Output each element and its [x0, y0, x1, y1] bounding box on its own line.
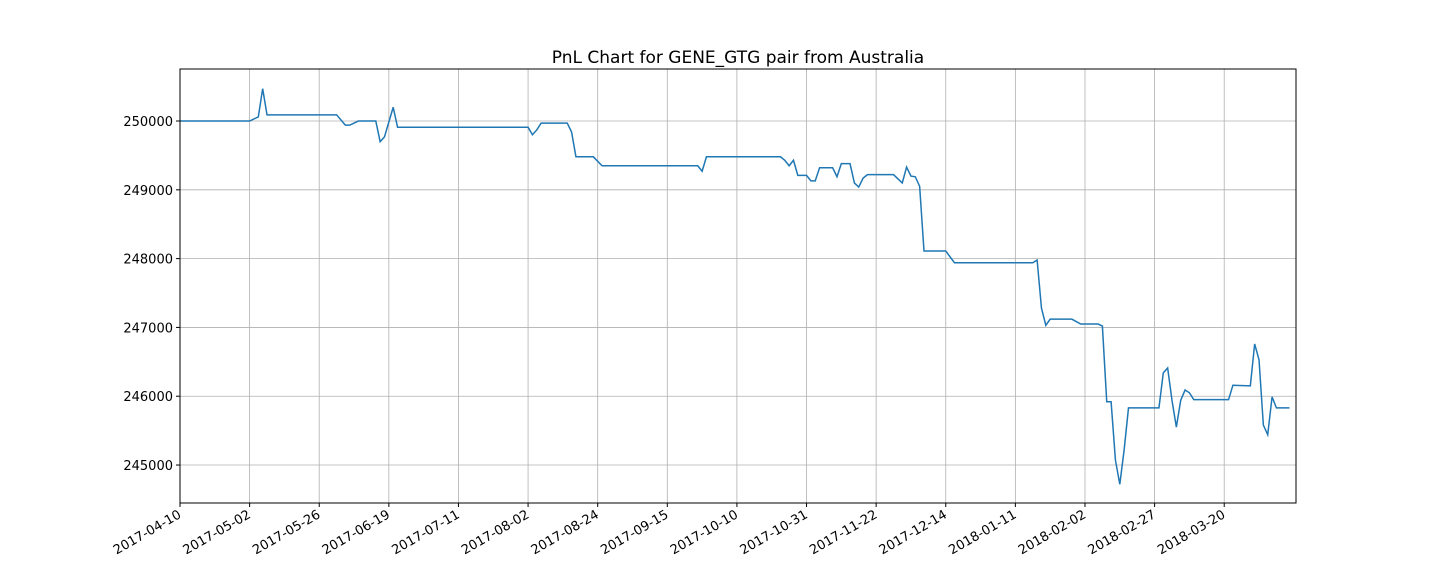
plot-frame: [179, 68, 1297, 504]
x-tick-label: 2018-03-20: [1155, 507, 1228, 558]
x-tick-label: 2017-05-26: [250, 507, 323, 558]
x-tick-label: 2017-05-02: [181, 507, 254, 558]
y-tick-label: 247000: [123, 321, 173, 336]
x-tick-label: 2017-12-14: [877, 507, 950, 558]
x-tick-label: 2017-09-15: [598, 507, 671, 558]
y-tick-label: 246000: [123, 390, 173, 405]
y-tick-label: 248000: [123, 253, 173, 268]
x-tick-label: 2017-08-24: [529, 507, 602, 558]
x-tick-label: 2017-10-10: [668, 507, 741, 558]
x-tick-label: 2018-02-27: [1086, 507, 1159, 558]
x-tick-label: 2017-10-31: [738, 507, 811, 558]
x-tick-label: 2018-01-11: [946, 507, 1019, 558]
x-tick-label: 2017-04-10: [111, 507, 184, 558]
y-tick-label: 250000: [123, 115, 173, 130]
x-tick-label: 2018-02-02: [1016, 507, 1089, 558]
x-tick-label: 2017-06-19: [320, 507, 393, 558]
y-tick-label: 249000: [123, 184, 173, 199]
x-tick-label: 2017-08-02: [459, 507, 532, 558]
chart-title: PnL Chart for GENE_GTG pair from Austral…: [552, 48, 924, 68]
x-tick-label: 2017-11-22: [807, 507, 880, 558]
y-tick-label: 245000: [123, 459, 173, 474]
x-tick-label: 2017-07-11: [390, 507, 463, 558]
data-line: [180, 88, 1290, 485]
